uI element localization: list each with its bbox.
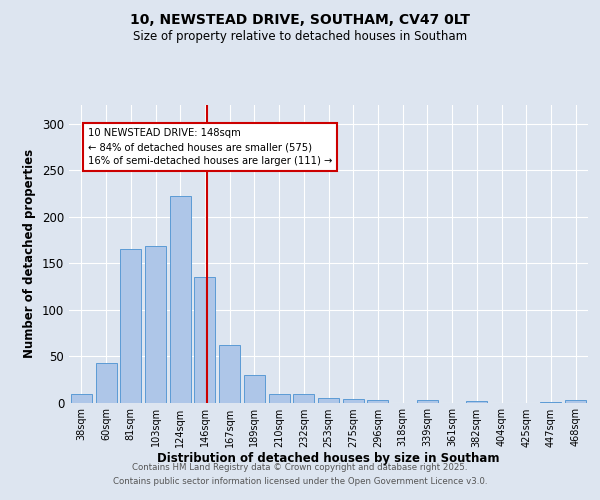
Bar [417,400,438,402]
Text: 10, NEWSTEAD DRIVE, SOUTHAM, CV47 0LT: 10, NEWSTEAD DRIVE, SOUTHAM, CV47 0LT [130,12,470,26]
Text: Contains public sector information licensed under the Open Government Licence v3: Contains public sector information licen… [113,478,487,486]
Bar [293,394,314,402]
Text: Contains HM Land Registry data © Crown copyright and database right 2025.: Contains HM Land Registry data © Crown c… [132,462,468,471]
X-axis label: Distribution of detached houses by size in Southam: Distribution of detached houses by size … [157,452,500,466]
Bar [466,400,487,402]
Bar [343,399,364,402]
Bar [120,249,141,402]
Bar [269,394,290,402]
Bar [219,345,240,403]
Bar [170,196,191,402]
Bar [71,394,92,402]
Bar [565,400,586,402]
Text: 10 NEWSTEAD DRIVE: 148sqm
← 84% of detached houses are smaller (575)
16% of semi: 10 NEWSTEAD DRIVE: 148sqm ← 84% of detac… [88,128,332,166]
Bar [194,277,215,402]
Text: Size of property relative to detached houses in Southam: Size of property relative to detached ho… [133,30,467,43]
Bar [145,246,166,402]
Bar [244,374,265,402]
Bar [318,398,339,402]
Bar [367,400,388,402]
Y-axis label: Number of detached properties: Number of detached properties [23,149,37,358]
Bar [95,364,116,403]
